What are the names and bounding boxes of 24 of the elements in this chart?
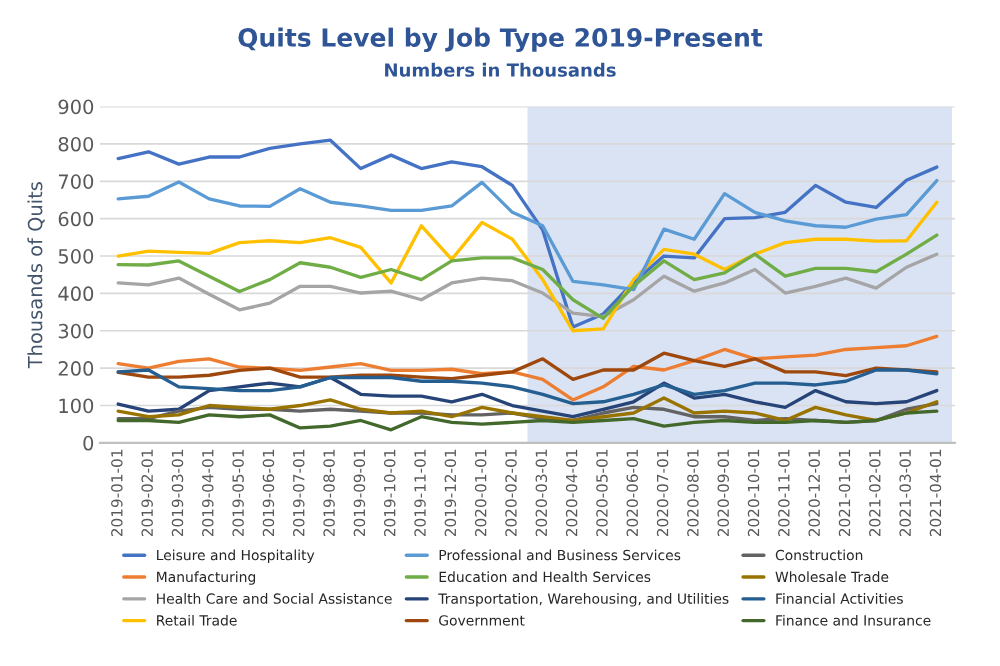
line-series — [116, 409, 939, 432]
y-tick-label: 300 — [58, 323, 94, 339]
chart-subtitle: Numbers in Thousands — [385, 62, 616, 77]
y-axis-title: Thousands of Quits — [27, 182, 45, 369]
line-series — [116, 138, 939, 329]
y-tick-label: 800 — [58, 136, 94, 152]
y-tick-label: 200 — [58, 361, 94, 376]
y-tick-label: 100 — [59, 398, 94, 414]
y-tick-label: 700 — [58, 174, 94, 189]
line-series — [116, 375, 939, 419]
line-series — [116, 368, 939, 406]
chart-title: Quits Level by Job Type 2019-Present — [238, 27, 763, 53]
y-tick-label: 400 — [58, 286, 94, 302]
line-series — [116, 200, 939, 333]
line-series — [116, 233, 939, 321]
y-tick-label: 600 — [58, 211, 94, 227]
line-series — [116, 351, 939, 382]
y-tick-label: 0 — [83, 435, 94, 451]
line-series — [116, 178, 939, 292]
line-series — [116, 252, 939, 319]
y-tick-label: 900 — [58, 99, 94, 115]
line-series — [116, 396, 939, 423]
y-tick-label: 500 — [58, 249, 94, 264]
line-series — [116, 334, 939, 402]
